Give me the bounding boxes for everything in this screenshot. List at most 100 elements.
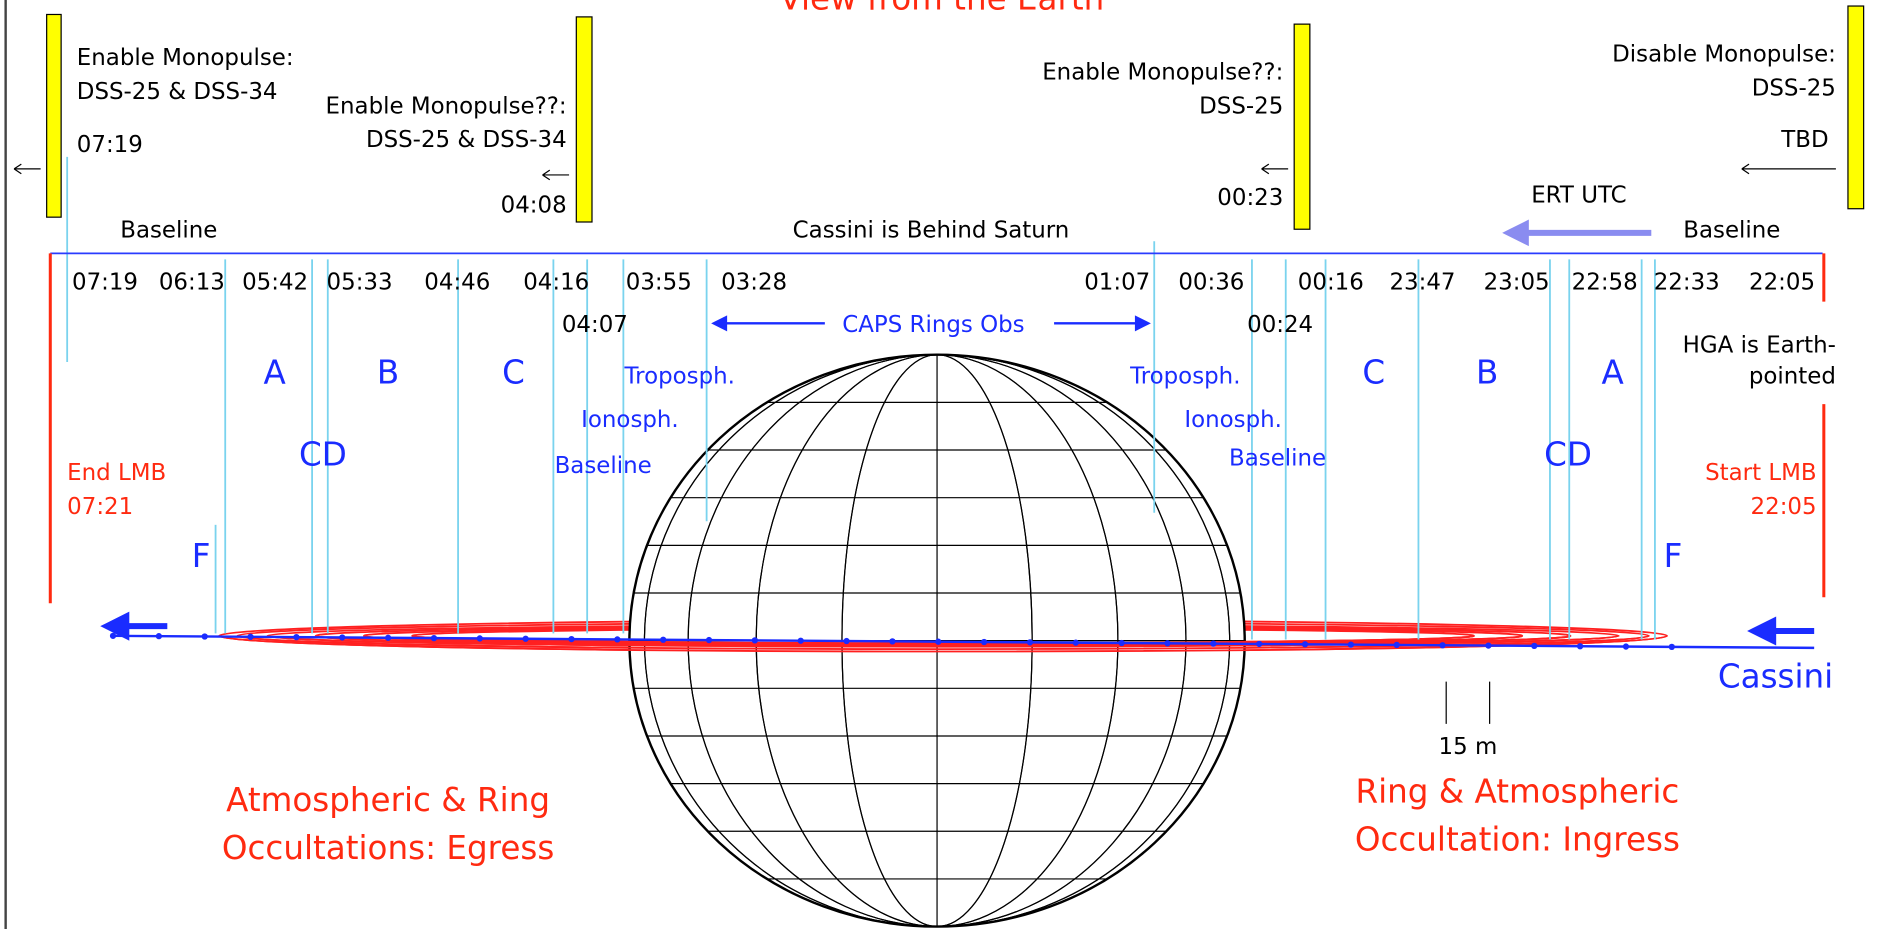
monopulse-text: Enable Monopulse: bbox=[77, 45, 294, 71]
trajectory-dot bbox=[339, 634, 346, 641]
motion-arrows bbox=[100, 611, 1815, 646]
direction-arrow bbox=[1502, 219, 1652, 247]
time-label: 01:07 bbox=[1084, 270, 1150, 296]
monopulse-boxes bbox=[13, 5, 1865, 230]
egress-label: Occultations: Egress bbox=[222, 829, 554, 867]
ring-front bbox=[314, 634, 1572, 647]
trajectory-dot bbox=[705, 636, 713, 644]
ring-label: CD bbox=[299, 436, 347, 474]
atmo-label: Ionosph. bbox=[1184, 407, 1282, 433]
time-label: 23:05 bbox=[1484, 270, 1550, 296]
event-lines bbox=[66, 156, 1656, 640]
trajectory-dot bbox=[1622, 643, 1630, 650]
time-label: 05:33 bbox=[327, 270, 393, 296]
scale-label: 15 m bbox=[1439, 734, 1498, 760]
ring-label: B bbox=[377, 354, 399, 392]
time-labels: 07:19 06:13 05:42 05:33 04:46 04:16 03:55 03:28… bbox=[72, 270, 1815, 296]
caps-label: CAPS Rings Obs bbox=[842, 312, 1024, 338]
time-label: 00:36 bbox=[1178, 270, 1244, 296]
atmo-label: Troposph. bbox=[624, 364, 735, 390]
lmb-lines bbox=[48, 253, 1826, 604]
monopulse-text: DSS-25 & DSS-34 bbox=[366, 127, 567, 153]
trajectory-dot bbox=[1118, 639, 1125, 647]
ring-label: F bbox=[192, 537, 211, 575]
ring-label: B bbox=[1476, 354, 1498, 392]
ring-label: A bbox=[1602, 354, 1624, 392]
trajectory-dot bbox=[1210, 640, 1217, 647]
ring-label: CD bbox=[1544, 436, 1592, 474]
trajectory-dot bbox=[1072, 639, 1079, 646]
timeline-label: Baseline bbox=[1683, 218, 1780, 244]
ring-label: A bbox=[264, 354, 286, 392]
lmb-label: 07:21 bbox=[67, 494, 133, 520]
hga-label: pointed bbox=[1749, 364, 1836, 390]
lmb-label: 22:05 bbox=[1751, 494, 1817, 520]
monopulse-time: 00:23 bbox=[1217, 185, 1283, 211]
trajectory-dot bbox=[1576, 643, 1584, 650]
time-label: 03:55 bbox=[626, 270, 692, 296]
trajectory-dot bbox=[889, 638, 896, 645]
trajectory-dot bbox=[155, 633, 163, 640]
trajectory-dot bbox=[384, 634, 392, 641]
monopulse-text: DSS-25 bbox=[1752, 75, 1836, 101]
time-label: 05:42 bbox=[242, 270, 308, 296]
time-label: 00:16 bbox=[1298, 270, 1364, 296]
rings-front bbox=[109, 632, 1815, 653]
time-label: 04:16 bbox=[523, 270, 589, 296]
trajectory-dot bbox=[1026, 639, 1034, 646]
ring-front bbox=[266, 634, 1620, 648]
trajectory-dot bbox=[522, 635, 529, 642]
egress-label: Atmospheric & Ring bbox=[226, 781, 550, 819]
spacecraft-label: Cassini bbox=[1718, 658, 1833, 696]
time-label: 00:24 bbox=[1247, 312, 1313, 338]
time-label: 22:05 bbox=[1749, 270, 1815, 296]
trajectory-dot bbox=[1439, 642, 1446, 649]
time-label: 06:13 bbox=[159, 270, 225, 296]
trajectory-dot bbox=[843, 637, 850, 645]
trajectory-dot bbox=[614, 636, 621, 643]
timeline-label: Cassini is Behind Saturn bbox=[793, 218, 1070, 244]
trajectory-dot bbox=[1485, 642, 1492, 649]
trajectory-dot bbox=[660, 636, 667, 643]
monopulse-time: 07:19 bbox=[77, 132, 143, 158]
monopulse-text: Enable Monopulse??: bbox=[326, 93, 567, 119]
atmo-label: Baseline bbox=[555, 453, 652, 479]
monopulse-text: DSS-25 & DSS-34 bbox=[77, 79, 278, 105]
trajectory-dot bbox=[1668, 643, 1675, 651]
time-label: 22:58 bbox=[1572, 270, 1638, 296]
lmb-label: End LMB bbox=[67, 460, 166, 486]
ring-label: C bbox=[1362, 354, 1385, 392]
trajectory-dot bbox=[751, 637, 759, 644]
trajectory-dot bbox=[1393, 641, 1400, 649]
monopulse-time: 04:08 bbox=[501, 192, 567, 218]
scale-ticks bbox=[1445, 681, 1491, 724]
time-label: 04:46 bbox=[424, 270, 490, 296]
trajectory-dot bbox=[476, 635, 483, 642]
trajectory-dot bbox=[980, 638, 988, 646]
time-label: 03:28 bbox=[721, 270, 787, 296]
time-label: 22:33 bbox=[1654, 270, 1720, 296]
hga-label: HGA is Earth- bbox=[1683, 332, 1836, 358]
trajectory-dot bbox=[568, 635, 575, 643]
monopulse-text: DSS-25 bbox=[1199, 93, 1283, 119]
trajectory-dot bbox=[1531, 642, 1538, 650]
caps-arrows bbox=[711, 315, 1151, 332]
trajectory-dot bbox=[1164, 640, 1171, 647]
ring-label: C bbox=[502, 354, 525, 392]
trajectory-dot bbox=[201, 633, 208, 640]
atmo-label: Baseline bbox=[1229, 446, 1326, 472]
ingress-label: Occultation: Ingress bbox=[1355, 821, 1680, 859]
trajectory-dot bbox=[109, 632, 117, 639]
title: View from the Earth bbox=[779, 0, 1104, 18]
trajectory-dot bbox=[935, 638, 942, 645]
trajectory-dot bbox=[1301, 641, 1309, 648]
atmo-label: Ionosph. bbox=[581, 407, 679, 433]
atmo-label: Troposph. bbox=[1129, 364, 1240, 390]
trajectory bbox=[110, 634, 1815, 650]
ring-front bbox=[218, 635, 1668, 653]
trajectory-dot bbox=[1256, 640, 1263, 648]
lmb-label: Start LMB bbox=[1705, 460, 1816, 486]
trajectory-dot bbox=[430, 634, 438, 642]
